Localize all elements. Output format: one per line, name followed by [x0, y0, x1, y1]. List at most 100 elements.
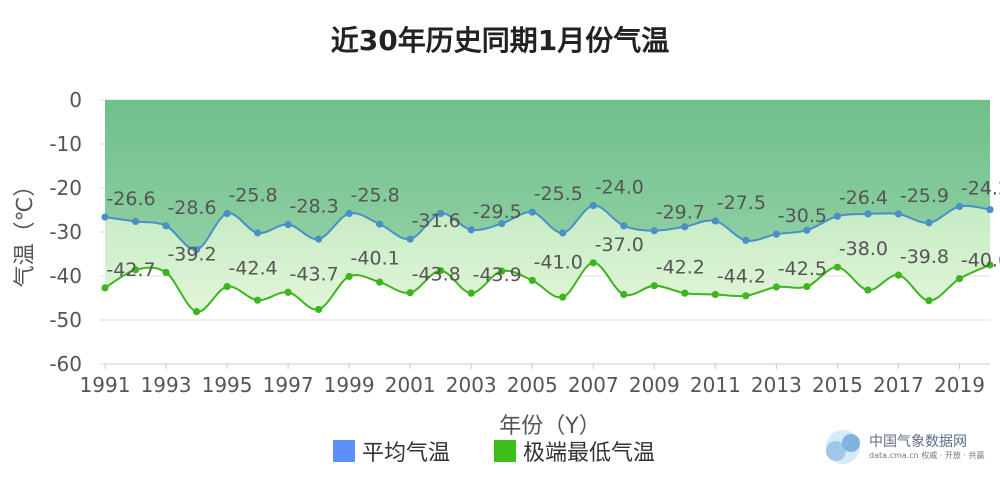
point-avg — [650, 227, 658, 235]
point-avg — [376, 220, 384, 228]
data-label-min: -43.8 — [412, 264, 461, 286]
data-labels: -26.6 -28.6 -25.8 -28.3 -25.8 -31.6 -29.5 -25.5… — [106, 177, 1000, 288]
point-min — [833, 263, 842, 271]
point-min — [955, 275, 964, 283]
data-label-min: -40.1 — [351, 247, 400, 269]
point-avg — [406, 235, 414, 243]
data-label-avg: -28.3 — [290, 196, 339, 218]
data-label-avg: -26.4 — [839, 187, 888, 209]
data-label-avg: -25.9 — [900, 185, 949, 207]
point-avg — [589, 202, 597, 210]
point-avg — [803, 226, 811, 234]
legend-label-avg: 平均气温 — [362, 441, 450, 466]
point-avg — [131, 217, 140, 226]
data-label-min: -37.0 — [595, 234, 644, 256]
data-label-min: -43.9 — [473, 264, 522, 286]
data-label-min: -42.4 — [228, 258, 277, 280]
chart-title: 近30年历史同期1月份气温 — [331, 24, 669, 57]
y-tick-label: -20 — [49, 176, 82, 200]
point-avg — [528, 208, 536, 216]
point-min — [650, 282, 658, 290]
point-avg — [681, 223, 689, 231]
point-avg — [620, 222, 628, 230]
data-label-avg: -25.8 — [351, 185, 400, 207]
point-min — [772, 283, 780, 291]
data-label-min: -42.5 — [778, 258, 827, 280]
y-axis-label: 气温（℃） — [13, 175, 38, 288]
legend-swatch-avg — [333, 440, 355, 462]
point-min — [101, 284, 109, 292]
x-tick-label: 2003 — [446, 373, 497, 397]
x-tick-label: 1997 — [263, 373, 314, 397]
series-areas — [105, 100, 990, 312]
point-avg — [742, 236, 750, 244]
cloud-logo-inner — [826, 441, 846, 461]
point-min — [345, 272, 353, 281]
series-points — [101, 202, 994, 316]
point-min — [528, 276, 536, 284]
y-tick-label: -10 — [49, 132, 82, 156]
data-label-min: -39.2 — [167, 243, 216, 265]
legend: 平均气温 极端最低气温 — [333, 440, 655, 466]
point-avg — [101, 213, 109, 221]
x-tick-label: 2011 — [690, 373, 741, 397]
data-label-min: -40.6 — [961, 250, 1000, 272]
point-avg — [162, 222, 170, 230]
x-tick-label: 2005 — [507, 373, 558, 397]
point-min — [620, 290, 628, 299]
point-avg — [833, 212, 842, 220]
point-avg — [284, 220, 292, 229]
y-tick-label: -60 — [49, 352, 82, 376]
point-min — [986, 261, 994, 269]
data-label-min: -42.7 — [106, 259, 155, 281]
x-tick-label: 2017 — [873, 373, 924, 397]
legend-swatch-min — [494, 440, 516, 462]
point-avg — [711, 217, 719, 225]
x-tick-label: 2013 — [751, 373, 802, 397]
point-min — [803, 282, 811, 291]
y-tick-label: -40 — [49, 264, 82, 288]
data-label-min: -42.2 — [656, 257, 705, 279]
point-min — [681, 289, 689, 297]
point-min — [406, 289, 414, 297]
x-tick-label: 2001 — [385, 373, 436, 397]
data-label-avg: -28.6 — [167, 197, 216, 219]
data-label-avg: -24.2 — [961, 177, 1000, 199]
point-min — [162, 268, 170, 277]
x-tick-label: 1995 — [202, 373, 253, 397]
area-avg — [105, 100, 990, 250]
point-min — [498, 267, 506, 275]
point-min — [894, 271, 903, 279]
point-min — [742, 292, 750, 300]
watermark-sub: data.cma.cn 权威 · 开放 · 共赢 — [869, 450, 984, 460]
x-axis-label: 年份（Y） — [499, 414, 600, 439]
data-label-min: -38.0 — [839, 238, 888, 260]
point-min — [589, 259, 597, 267]
legend-label-min: 极端最低气温 — [523, 441, 655, 466]
point-min — [711, 290, 719, 299]
point-avg — [864, 210, 872, 218]
data-label-min: -43.7 — [290, 263, 339, 285]
point-avg — [467, 226, 475, 234]
x-tick-label: 1999 — [324, 373, 375, 397]
data-label-avg: -25.8 — [228, 185, 277, 207]
point-avg — [894, 210, 903, 218]
point-avg — [437, 209, 445, 218]
y-tick-label: -50 — [49, 308, 82, 332]
data-label-avg: -30.5 — [778, 205, 827, 227]
point-avg — [559, 229, 567, 237]
point-min — [315, 305, 323, 314]
data-label-avg: -27.5 — [717, 192, 766, 214]
x-tick-label: 1991 — [80, 373, 131, 397]
data-label-avg: -29.7 — [656, 202, 705, 224]
point-min — [284, 288, 292, 296]
point-avg — [315, 235, 323, 243]
point-avg — [345, 209, 353, 218]
data-label-min: -39.8 — [900, 246, 949, 268]
x-tick-label: 2007 — [568, 373, 619, 397]
point-min — [437, 267, 445, 275]
point-avg — [986, 205, 994, 214]
point-avg — [223, 209, 231, 218]
point-avg — [253, 229, 262, 237]
point-avg — [192, 246, 201, 254]
